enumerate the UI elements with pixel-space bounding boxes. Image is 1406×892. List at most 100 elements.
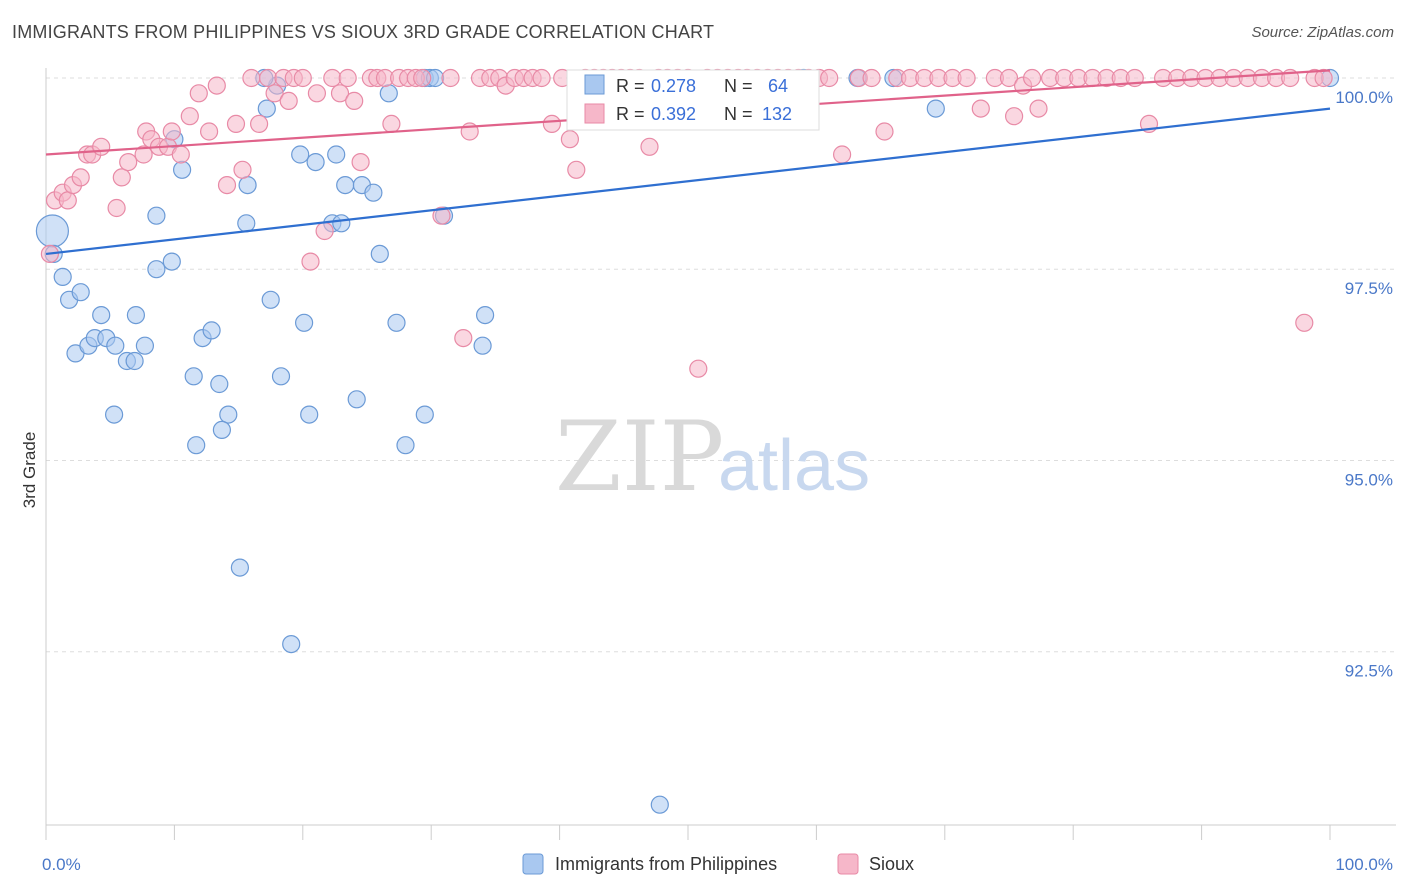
philippines-point (282, 634, 301, 654)
sioux-point (875, 122, 894, 141)
sioux-r-value: 0.392 (651, 104, 696, 124)
sioux-point (134, 145, 153, 164)
y-tick-label: 97.5% (1345, 279, 1393, 298)
y-axis-label: 3rd Grade (20, 432, 39, 509)
sioux-point (351, 153, 370, 172)
philippines-point (257, 99, 276, 118)
chart-title: IMMIGRANTS FROM PHILIPPINES VS SIOUX 3RD… (12, 22, 715, 42)
philippines-point (476, 306, 495, 325)
sioux-point (189, 84, 208, 103)
watermark-zip: ZIP (555, 401, 724, 513)
philippines-point (415, 405, 434, 424)
philippines-point (300, 405, 319, 424)
philippines-point (53, 267, 72, 286)
philippines-n-value: 64 (768, 76, 788, 96)
sioux-point (820, 68, 839, 88)
sioux-point (293, 68, 312, 88)
x-tick-labels: 0.0% 100.0% (42, 855, 1393, 874)
sioux-point (345, 91, 364, 111)
legend-philippines-label: Immigrants from Philippines (555, 854, 777, 874)
sioux-point (180, 107, 199, 126)
sioux-point (279, 91, 298, 111)
philippines-trend-line (45, 107, 1331, 256)
sioux-point (532, 68, 551, 88)
sioux-n-value: 132 (762, 104, 792, 124)
sioux-point (226, 114, 246, 134)
watermark: ZIP atlas (555, 401, 870, 513)
sioux-point (107, 198, 126, 218)
philippines-point (306, 153, 325, 172)
sioux-point (217, 176, 237, 195)
philippines-point (104, 405, 124, 424)
sioux-point (413, 68, 432, 88)
sioux-r-label: R = (616, 104, 645, 124)
sioux-point (58, 191, 77, 210)
philippines-point (238, 176, 257, 195)
sioux-point (233, 160, 252, 179)
philippines-point (473, 336, 492, 355)
sioux-point (307, 84, 326, 103)
philippines-point (336, 176, 355, 195)
philippines-point (332, 214, 351, 233)
philippines-swatch (584, 74, 605, 95)
sioux-point (265, 84, 284, 103)
sioux-point (542, 114, 562, 134)
philippines-point (135, 336, 154, 355)
sioux-point (315, 221, 334, 241)
y-tick-labels: 92.5% 95.0% 97.5% 100.0% (1335, 88, 1393, 681)
y-tick-label: 95.0% (1345, 470, 1393, 489)
philippines-r-value: 0.278 (651, 76, 696, 96)
philippines-point (396, 436, 415, 455)
sioux-point (1029, 99, 1048, 118)
philippines-point (35, 214, 70, 248)
sioux-point (441, 68, 460, 88)
sioux-point (200, 122, 219, 141)
sioux-point (432, 206, 451, 225)
stats-legend-frame (566, 69, 820, 131)
sioux-point (689, 359, 708, 378)
sioux-point (119, 153, 138, 172)
philippines-point (291, 145, 310, 164)
sioux-point (957, 68, 976, 88)
y-tick-label: 92.5% (1345, 662, 1393, 681)
sioux-point (1004, 107, 1024, 126)
sioux-point (171, 145, 190, 164)
sioux-point (382, 114, 401, 134)
sioux-point (250, 114, 269, 134)
philippines-point (210, 374, 229, 394)
philippines-point (125, 351, 144, 371)
philippines-point (261, 290, 280, 309)
sioux-swatch (584, 103, 605, 124)
stats-legend: R = 0.278 N = 64 R = 0.392 N = 132 (566, 69, 820, 131)
y-tick-label: 100.0% (1335, 88, 1393, 107)
philippines-point (92, 306, 111, 325)
sioux-point (112, 168, 131, 187)
philippines-point (650, 795, 669, 814)
sioux-point (323, 68, 342, 88)
philippines-point (202, 321, 221, 340)
sioux-point (971, 99, 990, 118)
sioux-point (71, 168, 90, 187)
sioux-point (454, 329, 473, 348)
philippines-point (147, 260, 166, 279)
philippines-point (162, 252, 181, 271)
philippines-point (271, 367, 291, 386)
philippines-point (106, 336, 125, 355)
sioux-point (242, 68, 261, 88)
series-legend: Immigrants from Philippines Sioux (522, 853, 914, 875)
philippines-point (173, 160, 192, 179)
sioux-point (330, 84, 350, 103)
sioux-point (259, 68, 278, 88)
sioux-point (301, 252, 320, 271)
philippines-point (387, 313, 406, 332)
philippines-point (219, 405, 238, 424)
sioux-point (1295, 313, 1314, 332)
x-tick-label: 100.0% (1335, 855, 1393, 874)
sioux-point (999, 68, 1019, 88)
philippines-point (379, 84, 398, 103)
sioux-point (862, 68, 881, 88)
sioux-point (207, 76, 226, 95)
philippines-point (212, 420, 231, 439)
sioux-n-label: N = (724, 104, 753, 124)
